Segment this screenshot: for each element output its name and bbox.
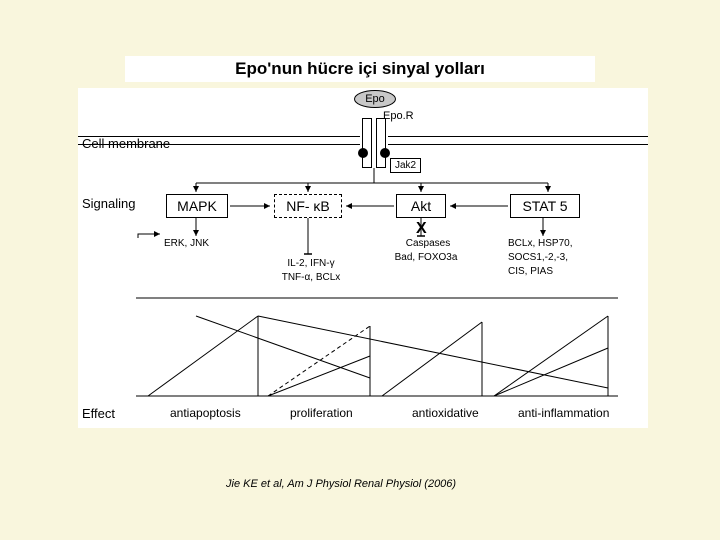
effect-antiinflammation: anti-inflammation [518,406,609,420]
downstream-tnf: TNF-α, BCLx [266,272,356,283]
receptor-label: Epo.R [383,110,414,122]
downstream-il2: IL-2, IFN-γ [266,258,356,269]
downstream-stat-a: BCLx, HSP70, [508,238,598,249]
box-stat5: STAT 5 [510,194,580,218]
inhibit-x: X [416,220,427,238]
box-nfkb: NF- κB [274,194,342,218]
diagram-panel: Cell membrane Signaling Effect Epo Epo.R… [78,88,648,428]
downstream-erk: ERK, JNK [164,238,236,249]
effect-proliferation: proliferation [290,406,353,420]
receptor-rect-left [362,118,372,168]
jak2-box: Jak2 [390,158,421,173]
downstream-bad: Bad, FOXO3a [376,252,476,263]
label-signaling: Signaling [82,196,136,211]
membrane-line-2a [78,144,360,145]
citation: Jie KE et al, Am J Physiol Renal Physiol… [226,478,456,490]
downstream-caspases: Caspases [388,238,468,249]
downstream-stat-b: SOCS1,-2,-3, [508,252,598,263]
jak2-dot-right [380,148,390,158]
box-akt: Akt [396,194,446,218]
receptor-rect-right [376,118,386,168]
membrane-line-1b [388,136,648,137]
jak2-dot-left [358,148,368,158]
slide-title: Epo'nun hücre içi sinyal yolları [125,56,595,82]
effect-antiapoptosis: antiapoptosis [170,406,241,420]
membrane-line-2b [388,144,648,145]
downstream-stat-c: CIS, PIAS [508,266,598,277]
label-effect: Effect [82,406,115,421]
epo-oval: Epo [354,90,396,108]
membrane-line-1a [78,136,360,137]
effect-antioxidative: antioxidative [412,406,479,420]
box-mapk: MAPK [166,194,228,218]
